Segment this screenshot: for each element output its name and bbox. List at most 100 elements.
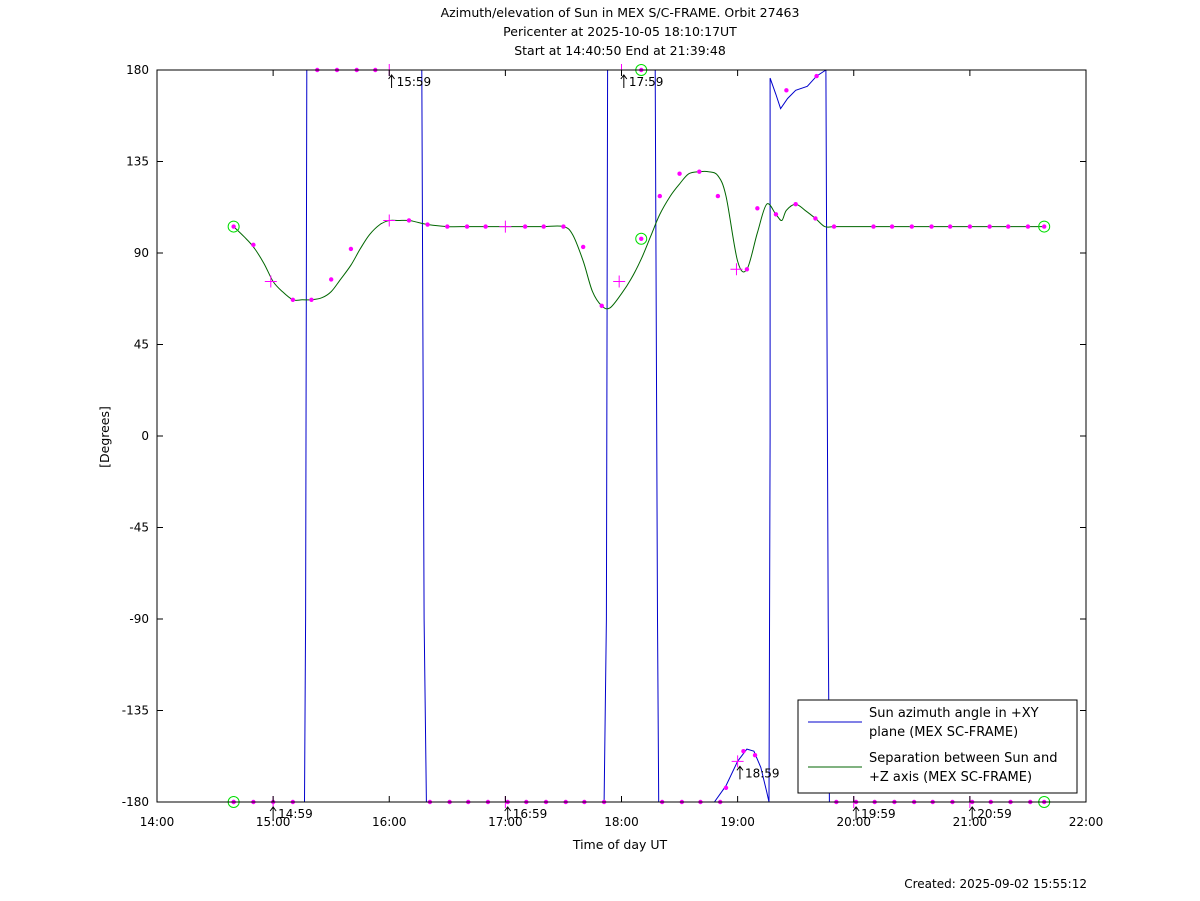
legend-label: plane (MEX SC-FRAME): [869, 725, 1018, 740]
data-marker-dot: [814, 73, 819, 79]
data-marker-dot: [599, 303, 604, 309]
hour-cross-marker: [731, 755, 744, 768]
azimuth-series-line: [426, 69, 609, 803]
data-marker-dot: [752, 753, 758, 758]
y-tick-label: -135: [122, 704, 149, 718]
plot-frame: [156, 69, 1087, 803]
data-marker-dot: [741, 748, 746, 754]
x-tick-label: 14:00: [140, 815, 175, 829]
axis-layer: 14:00 15:00 16:00 17:00 18:00 19:00 20:00 21:00…: [122, 63, 1104, 829]
azimuth-series-line: [306, 69, 427, 803]
data-marker-dot: [697, 169, 702, 174]
x-tick-label: 16:00: [372, 815, 407, 829]
chart-title: Azimuth/elevation of Sun in MEX S/C-FRAM…: [440, 5, 800, 20]
data-marker-dot: [773, 212, 779, 217]
data-marker-dot: [744, 267, 750, 272]
x-tick-label: 18:00: [604, 815, 639, 829]
x-tick-label: 15:00: [256, 815, 291, 829]
time-annotation-label: 18:59: [745, 766, 780, 780]
x-tick-label: 19:00: [720, 815, 755, 829]
endpoint-circle-dot: [639, 236, 644, 241]
endpoint-circle-dot: [1041, 224, 1047, 229]
data-marker-dot: [290, 297, 296, 302]
x-tick-label: 17:00: [488, 815, 523, 829]
time-annotation-label: 15:59: [397, 75, 432, 89]
time-annotation-arrow: [968, 806, 976, 820]
y-tick-label: -180: [122, 795, 149, 809]
data-marker-dot: [309, 297, 314, 302]
legend-box: [797, 699, 1078, 794]
hour-cross-marker: [730, 263, 743, 276]
endpoint-circle-marker: [227, 220, 240, 233]
time-annotation-label: 16:59: [513, 807, 548, 821]
data-marker-dot: [541, 224, 546, 229]
separation-series-line: [233, 170, 1045, 310]
data-marker-dot: [715, 193, 721, 199]
y-tick-label: 0: [141, 429, 149, 443]
data-marker-dot: [909, 224, 915, 229]
time-annotation-arrow: [504, 806, 512, 820]
y-tick-label: 135: [126, 155, 149, 169]
hour-cross-marker: [383, 214, 396, 227]
data-marker-dot: [831, 224, 837, 229]
data-marker-dot: [425, 222, 430, 227]
time-annotation-arrow: [620, 74, 628, 88]
start-end-line: Start at 14:40:50 End at 21:39:48: [514, 43, 726, 58]
azimuth-series-line: [768, 69, 827, 803]
data-marker-dot: [580, 244, 586, 250]
data-marker-dot: [987, 224, 992, 229]
data-marker-dot: [929, 224, 934, 229]
created-timestamp: Created: 2025-09-02 15:55:12: [904, 877, 1087, 891]
azimuth-series-line: [607, 69, 660, 803]
hour-cross-marker: [613, 275, 626, 288]
time-annotation-label: 14:59: [278, 807, 313, 821]
data-marker-dot: [251, 242, 256, 248]
y-tick-label: -90: [129, 612, 149, 626]
legend-label: +Z axis (MEX SC-FRAME): [869, 770, 1032, 785]
endpoint-circle-dot: [231, 224, 236, 229]
data-marker-dot: [889, 224, 895, 229]
x-tick-label: 20:00: [836, 815, 871, 829]
pericenter-line: Pericenter at 2025-10-05 18:10:17UT: [503, 24, 737, 39]
y-tick-label: 180: [126, 63, 149, 77]
time-annotation-label: 19:59: [861, 807, 896, 821]
data-marker-dot: [561, 224, 566, 229]
data-marker-dot: [947, 224, 953, 229]
time-annotation-arrow: [736, 765, 744, 780]
data-marker-dot: [464, 224, 470, 229]
legend-label: Sun azimuth angle in +XY: [869, 706, 1039, 721]
data-marker-dot: [406, 218, 412, 223]
data-marker-dot: [793, 202, 798, 207]
data-marker-dot: [348, 246, 354, 252]
data-marker-dot: [813, 216, 818, 221]
x-tick-label: 22:00: [1069, 815, 1104, 829]
endpoint-circle-marker: [1038, 220, 1051, 233]
time-annotation-label: 17:59: [629, 75, 664, 89]
legend-label: Separation between Sun and: [869, 751, 1057, 766]
azimuth-series-line: [658, 748, 770, 803]
data-marker-dot: [328, 277, 334, 282]
x-axis-title: Time of day UT: [572, 837, 668, 852]
hour-cross-marker: [499, 220, 512, 233]
legend: Sun azimuth angle in +XY plane (MEX SC-FR…: [797, 699, 1078, 794]
y-tick-label: -45: [129, 521, 149, 535]
y-axis-title: [Degrees]: [97, 406, 112, 468]
time-annotation-arrow: [852, 806, 860, 820]
data-marker-dot: [784, 88, 789, 93]
data-marker-dot: [483, 224, 488, 229]
data-marker-dot: [755, 206, 760, 211]
data-marker-dot: [677, 171, 682, 176]
data-marker-dot: [445, 224, 450, 229]
data-marker-dot: [967, 224, 973, 229]
data-marker-dot: [522, 224, 528, 229]
y-tick-label: 90: [134, 246, 149, 260]
data-marker-dot: [657, 193, 663, 199]
data-marker-dot: [1005, 224, 1011, 229]
data-marker-dot: [723, 785, 729, 790]
endpoint-circle-marker: [635, 232, 648, 245]
x-tick-label: 21:00: [953, 815, 988, 829]
y-tick-label: 45: [134, 338, 149, 352]
time-annotation-arrow: [388, 74, 395, 88]
time-annotation-arrow: [269, 806, 277, 820]
